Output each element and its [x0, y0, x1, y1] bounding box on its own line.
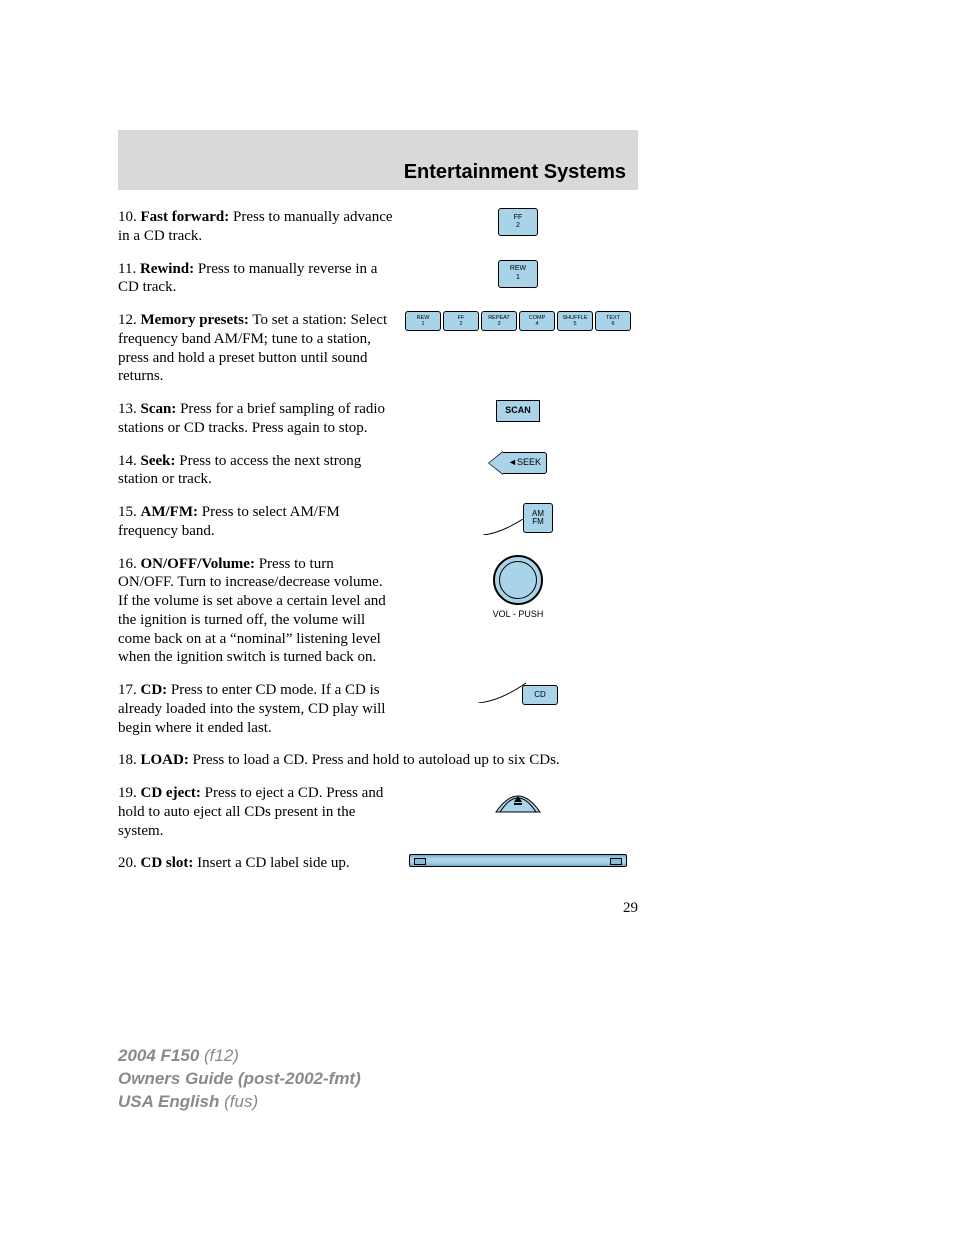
item-label: CD slot:	[141, 855, 194, 871]
preset-1-icon: REW1	[405, 311, 441, 331]
preset-3-icon: REPEAT3	[481, 311, 517, 331]
item-15: 15. AM/FM: Press to select AM/FM frequen…	[118, 503, 638, 541]
page-number: 29	[623, 900, 638, 917]
item-16: 16. ON/OFF/Volume: Press to turn ON/OFF.…	[118, 555, 638, 668]
footer-guide: Owners Guide (post-2002-fmt)	[118, 1069, 361, 1088]
footer-lang: USA English	[118, 1092, 224, 1111]
header-bar: Entertainment Systems	[118, 130, 638, 190]
preset-2-icon: FF2	[443, 311, 479, 331]
volume-knob-figure: VOL - PUSH	[398, 555, 638, 620]
preset-row: REW1 FF2 REPEAT3 COMP4 SHUFFLE5 TEXT6	[405, 311, 631, 331]
btn-line2: 2	[516, 222, 520, 230]
item-19: 19. CD eject: Press to eject a CD. Press…	[118, 784, 638, 840]
preset-6-icon: TEXT6	[595, 311, 631, 331]
item-desc2: If the volume is set above a certain lev…	[118, 593, 386, 665]
item-14: 14. Seek: Press to access the next stron…	[118, 452, 638, 490]
cd-button-icon: CD	[522, 685, 558, 705]
eject-button-icon	[490, 784, 546, 814]
footer: 2004 F150 (f12) Owners Guide (post-2002-…	[118, 1045, 361, 1114]
seek-button-icon: ◄SEEK	[489, 452, 547, 474]
item-label: Rewind:	[140, 261, 194, 277]
rew-button-figure: REW 1	[398, 260, 638, 288]
page-content: Entertainment Systems 10. Fast forward: …	[118, 130, 638, 887]
item-label: CD eject:	[141, 785, 201, 801]
item-number: 15.	[118, 504, 141, 520]
footer-code: (f12)	[204, 1046, 239, 1065]
ff-button-icon: FF 2	[498, 208, 538, 236]
item-number: 14.	[118, 453, 141, 469]
item-11: 11. Rewind: Press to manually reverse in…	[118, 260, 638, 298]
footer-langcode: (fus)	[224, 1092, 258, 1111]
amfm-button-figure: AM FM	[398, 503, 638, 537]
footer-model: 2004 F150	[118, 1046, 204, 1065]
cd-slot-figure	[398, 854, 638, 867]
cd-slot-icon	[409, 854, 627, 867]
item-10: 10. Fast forward: Press to manually adva…	[118, 208, 638, 246]
item-12: 12. Memory presets: To set a station: Se…	[118, 311, 638, 386]
section-title: Entertainment Systems	[404, 161, 626, 184]
item-number: 12.	[118, 312, 141, 328]
scan-button-icon: SCAN	[496, 400, 540, 422]
amfm-button-icon: AM FM	[523, 503, 553, 533]
item-label: Memory presets:	[141, 312, 249, 328]
item-number: 16.	[118, 556, 141, 572]
preset-4-icon: COMP4	[519, 311, 555, 331]
eject-button-figure	[398, 784, 638, 814]
seek-button-figure: ◄SEEK	[398, 452, 638, 474]
rew-button-icon: REW 1	[498, 260, 538, 288]
item-number: 13.	[118, 401, 141, 417]
item-label: AM/FM:	[141, 504, 198, 520]
volume-knob-icon	[493, 555, 543, 605]
item-number: 17.	[118, 682, 141, 698]
swoosh-icon	[483, 519, 525, 535]
seek-arrow-icon	[489, 452, 503, 474]
item-number: 20.	[118, 855, 141, 871]
item-label: CD:	[141, 682, 168, 698]
item-desc: Press to load a CD. Press and hold to au…	[189, 752, 560, 768]
btn-line1: FF	[514, 214, 523, 222]
item-number: 11.	[118, 261, 140, 277]
item-18: 18. LOAD: Press to load a CD. Press and …	[118, 751, 638, 770]
item-17: 17. CD: Press to enter CD mode. If a CD …	[118, 681, 638, 737]
item-label: Seek:	[141, 453, 176, 469]
item-20: 20. CD slot: Insert a CD label side up.	[118, 854, 638, 873]
cd-button-figure: CD	[398, 681, 638, 707]
btn-line1: REW	[510, 265, 526, 273]
seek-label: ◄SEEK	[503, 452, 547, 474]
volume-label: VOL - PUSH	[493, 609, 544, 620]
item-number: 18.	[118, 752, 141, 768]
scan-button-figure: SCAN	[398, 400, 638, 422]
item-label: Fast forward:	[141, 209, 230, 225]
preset-buttons-figure: REW1 FF2 REPEAT3 COMP4 SHUFFLE5 TEXT6	[398, 311, 638, 331]
item-number: 10.	[118, 209, 141, 225]
preset-5-icon: SHUFFLE5	[557, 311, 593, 331]
swoosh-icon	[478, 681, 528, 703]
item-number: 19.	[118, 785, 141, 801]
item-desc: Insert a CD label side up.	[193, 855, 349, 871]
ff-button-figure: FF 2	[398, 208, 638, 236]
item-label: ON/OFF/Volume:	[141, 556, 255, 572]
item-13: 13. Scan: Press for a brief sampling of …	[118, 400, 638, 438]
item-label: LOAD:	[141, 752, 189, 768]
btn-line2: 1	[516, 274, 520, 282]
item-label: Scan:	[141, 401, 177, 417]
